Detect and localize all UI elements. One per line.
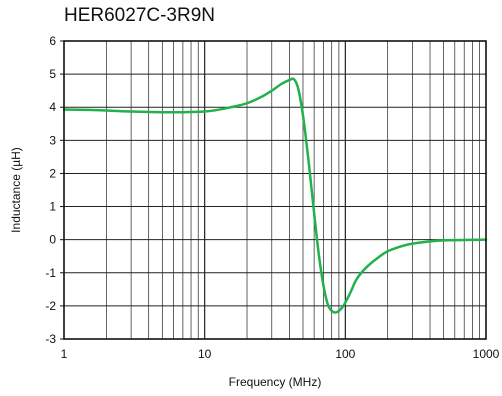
y-tick-label: 0 xyxy=(49,233,56,247)
x-tick-label: 10 xyxy=(198,347,212,361)
y-tick-label: 6 xyxy=(49,34,56,48)
grid xyxy=(64,41,486,339)
x-tick-label: 1 xyxy=(61,347,68,361)
x-tick-label: 1000 xyxy=(473,347,500,361)
y-tick-label: 5 xyxy=(49,67,56,81)
y-axis-label: Inductance (µH) xyxy=(9,147,23,233)
y-tick-label: -2 xyxy=(45,299,56,313)
x-axis-label: Frequency (MHz) xyxy=(229,375,322,389)
y-tick-label: 2 xyxy=(49,166,56,180)
y-tick-label: 1 xyxy=(49,200,56,214)
y-tick-label: 4 xyxy=(49,100,56,114)
inductance-series-line xyxy=(62,77,488,314)
y-tick-label: -1 xyxy=(45,266,56,280)
y-tick-labels: -3 -2 -1 0 1 2 3 4 5 6 xyxy=(45,34,64,346)
chart-title: HER6027C-3R9N xyxy=(64,5,216,26)
x-tick-label: 100 xyxy=(335,347,355,361)
y-tick-label: 3 xyxy=(49,133,56,147)
y-tick-label: -3 xyxy=(45,332,56,346)
plot-frame xyxy=(63,40,487,340)
x-tick-labels: 1 10 100 1000 xyxy=(61,347,500,361)
